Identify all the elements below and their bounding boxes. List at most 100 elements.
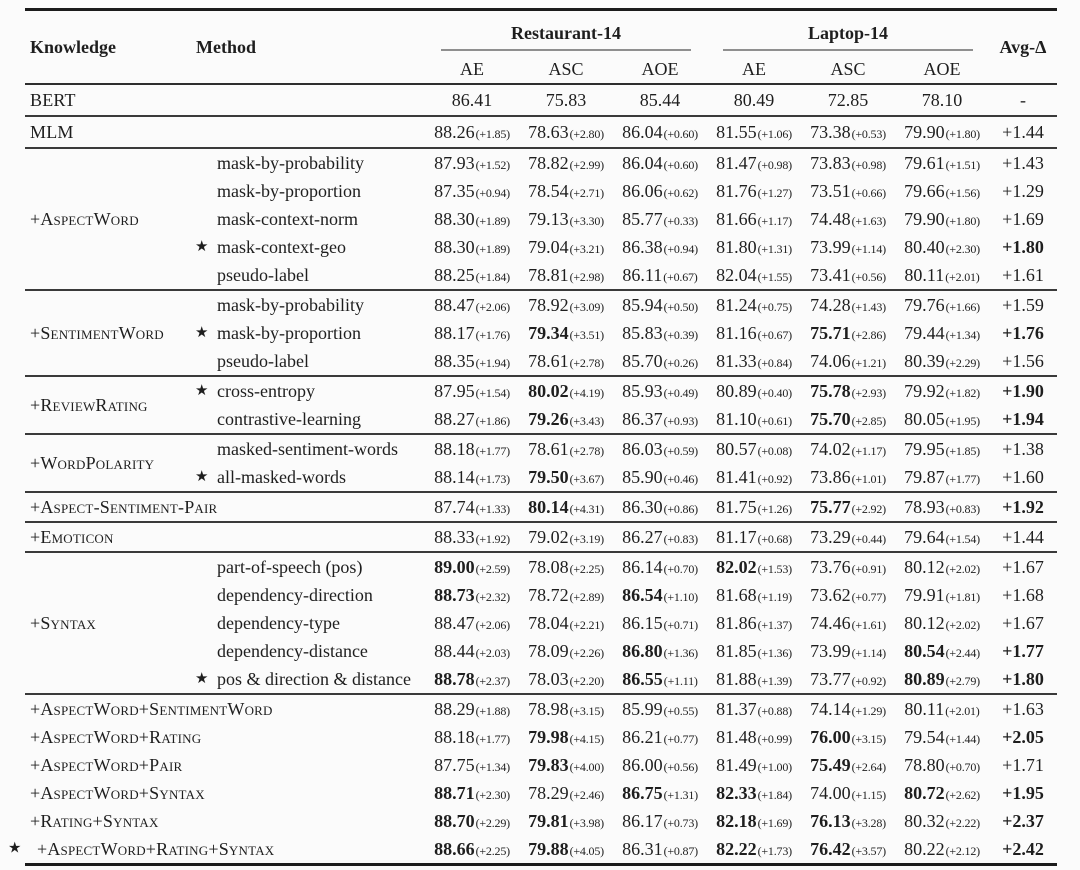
table-row: MLM 88.26 (+1.85) 78.63 (+2.80) 86.04 (+0.60) 8… <box>25 117 1057 147</box>
col-group-laptop-14: Laptop-14 <box>707 11 989 55</box>
metric-value: 79.95 <box>904 438 945 459</box>
metric-cell: 87.95 (+1.54) <box>425 381 519 402</box>
metric-cell: 88.18 (+1.77) <box>425 727 519 748</box>
metric-value: 88.47 <box>434 612 475 633</box>
table-section: +AspectWord+SentimentWord 88.29 (+1.88) 78.… <box>8 695 1057 863</box>
metric-cell: 82.18 (+1.69) <box>707 811 801 832</box>
row-label-cell: +AspectWord+Syntax <box>25 783 425 804</box>
metric-cell: 86.30 (+0.86) <box>613 497 707 518</box>
metric-cell: 78.29 (+2.46) <box>519 783 613 804</box>
metric-value: 75.70 <box>810 408 851 429</box>
row-label-cell: +AspectWord+Rating <box>25 727 425 748</box>
metric-delta: (+1.85) <box>945 443 981 458</box>
metric-delta: (+1.06) <box>757 126 793 141</box>
metric-value: 73.99 <box>810 640 851 661</box>
table-section: +Emoticon 88.33 (+1.92) 79.02 (+3.19) 86.27 (+… <box>25 523 1057 553</box>
metric-value: 74.28 <box>810 294 851 315</box>
metric-delta: (+1.77) <box>945 471 981 486</box>
metric-value: 75.49 <box>810 754 851 775</box>
metric-value: 82.04 <box>716 264 757 285</box>
metric-value: 85.99 <box>622 698 663 719</box>
metric-value: 86.00 <box>622 754 663 775</box>
metric-value: 86.41 <box>451 89 493 110</box>
table-row: ★ cross-entropy 87.95 (+1.54) 80.02 (+4.19) 85… <box>195 377 1057 405</box>
table-row: contrastive-learning 88.27 (+1.86) 79.26 (+3… <box>195 405 1057 433</box>
metric-value: 78.29 <box>528 782 569 803</box>
metric-delta: (+1.11) <box>663 673 698 688</box>
metric-delta: (+2.89) <box>569 589 605 604</box>
metric-delta: (+1.89) <box>475 213 511 228</box>
metric-cell: 80.02 (+4.19) <box>519 381 613 402</box>
metric-value: 80.11 <box>904 264 945 285</box>
metric-cell: 73.76 (+0.91) <box>801 557 895 578</box>
metric-cell: 86.21 (+0.77) <box>613 727 707 748</box>
metric-delta: (+3.57) <box>851 843 887 858</box>
metric-delta: (+1.54) <box>475 385 511 400</box>
metric-delta: (+2.12) <box>945 843 981 858</box>
col-subheader-ae: AE <box>742 58 766 79</box>
table-section: +SentimentWord mask-by-probability 88.47 (+… <box>25 291 1057 377</box>
metric-value: 81.66 <box>716 208 757 229</box>
metric-value: 78.92 <box>528 294 569 315</box>
metric-value: 75.77 <box>810 496 851 517</box>
method-cell: mask-by-probability <box>195 153 425 174</box>
metric-value: 78.04 <box>528 612 569 633</box>
metric-cell: 79.64 (+1.54) <box>895 527 989 548</box>
metric-delta: (+0.53) <box>851 126 887 141</box>
metric-value: 80.54 <box>904 640 945 661</box>
metric-value: 73.76 <box>810 556 851 577</box>
metric-delta: (+2.71) <box>569 185 605 200</box>
metric-cell: 88.14 (+1.73) <box>425 467 519 488</box>
metric-delta: (+1.14) <box>851 645 887 660</box>
metric-delta: (+0.92) <box>851 673 887 688</box>
metric-cell: 85.70 (+0.26) <box>613 351 707 372</box>
metric-value: 80.49 <box>733 89 775 110</box>
table-row: ★ all-masked-words 88.14 (+1.73) 79.50 (+3.67… <box>195 463 1057 491</box>
metric-cell: 80.32 (+2.22) <box>895 811 989 832</box>
metric-value: 88.29 <box>434 698 475 719</box>
metric-delta: (+2.22) <box>945 815 981 830</box>
metric-cell: 75.83 <box>519 90 613 111</box>
metric-value: 78.98 <box>528 698 569 719</box>
metric-cell: 79.90 (+1.80) <box>895 122 989 143</box>
metric-delta: (+0.94) <box>475 185 511 200</box>
method-label: cross-entropy <box>217 380 315 401</box>
metric-delta: (+0.87) <box>663 843 699 858</box>
metric-value: 80.02 <box>528 380 569 401</box>
metric-cell: 82.02 (+1.53) <box>707 557 801 578</box>
row-label: MLM <box>30 121 74 142</box>
metric-cell: 76.13 (+3.28) <box>801 811 895 832</box>
results-table: Knowledge Method Restaurant-14 Laptop-14… <box>8 8 1057 866</box>
avg-delta-cell: +1.95 <box>1002 782 1044 803</box>
metric-value: 86.38 <box>622 236 663 257</box>
method-label: part-of-speech (pos) <box>217 556 363 577</box>
metric-delta: (+2.32) <box>475 589 511 604</box>
metric-cell: 80.05 (+1.95) <box>895 409 989 430</box>
metric-delta: (+2.93) <box>851 385 887 400</box>
metric-cell: 86.06 (+0.62) <box>613 181 707 202</box>
metric-value: 73.51 <box>810 180 851 201</box>
metric-value: 80.14 <box>528 496 569 517</box>
metric-cell: 88.70 (+2.29) <box>425 811 519 832</box>
metric-delta: (+2.59) <box>475 561 511 576</box>
metric-value: 79.02 <box>528 526 569 547</box>
metric-delta: (+0.98) <box>851 157 887 172</box>
method-cell: ★ pos & direction & distance <box>195 669 425 690</box>
metric-cell: 82.04 (+1.55) <box>707 265 801 286</box>
metric-value: 80.12 <box>904 556 945 577</box>
table-row: dependency-direction 88.73 (+2.32) 78.72 (+2… <box>195 581 1057 609</box>
metric-cell: 75.78 (+2.93) <box>801 381 895 402</box>
avg-delta-cell: +1.44 <box>1002 121 1044 142</box>
metric-delta: (+2.30) <box>945 241 981 256</box>
metric-delta: (+2.78) <box>569 355 605 370</box>
metric-cell: 74.06 (+1.21) <box>801 351 895 372</box>
metric-delta: (+1.33) <box>475 501 511 516</box>
avg-delta-cell: +1.67 <box>1002 612 1044 633</box>
metric-cell: 79.50 (+3.67) <box>519 467 613 488</box>
table-row: masked-sentiment-words 88.18 (+1.77) 78.61(… <box>195 435 1057 463</box>
metric-cell: 81.88 (+1.39) <box>707 669 801 690</box>
metric-delta: (+0.60) <box>663 126 699 141</box>
avg-delta-cell: +1.80 <box>1002 236 1044 257</box>
metric-cell: 73.77 (+0.92) <box>801 669 895 690</box>
